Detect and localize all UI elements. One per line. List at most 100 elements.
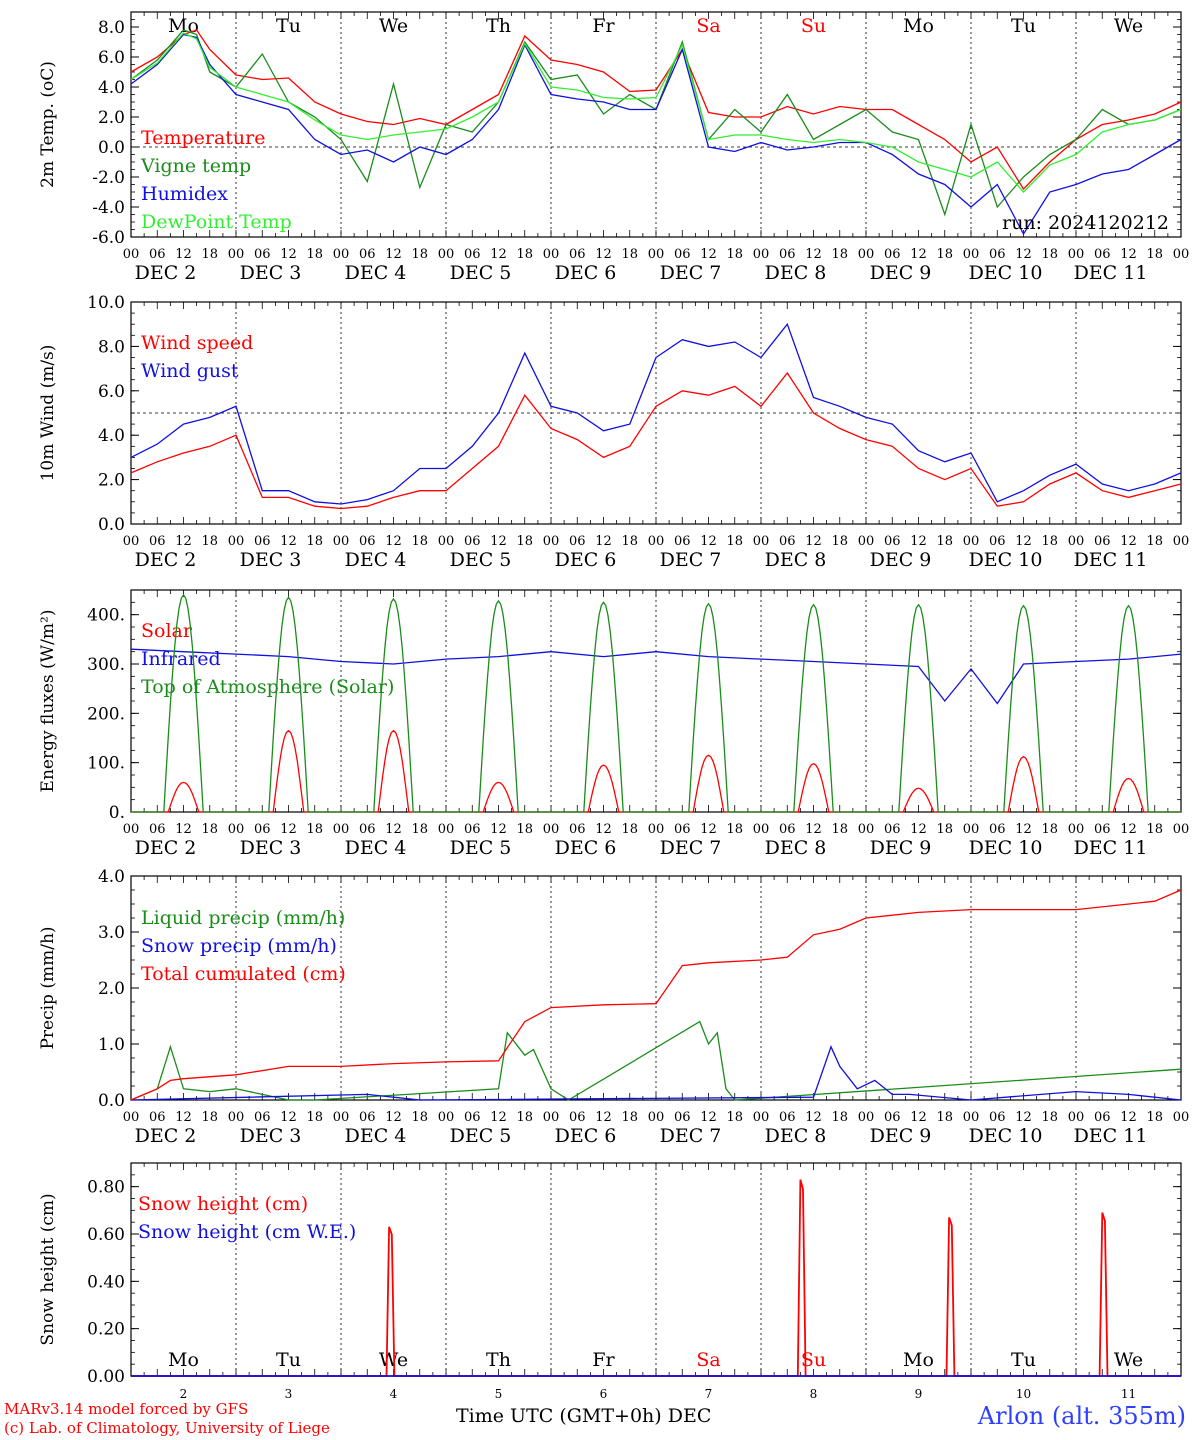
date-label: DEC 6 xyxy=(555,1125,617,1147)
hour-tick-label: 06 xyxy=(569,822,586,837)
hour-tick-label: 18 xyxy=(1041,534,1058,549)
legend-entry: Temperature xyxy=(141,127,265,149)
legend-entry: Top of Atmosphere (Solar) xyxy=(141,676,394,698)
hour-tick-label: 06 xyxy=(149,1110,166,1125)
hour-tick-label: 18 xyxy=(726,534,743,549)
hour-tick-label: 00 xyxy=(1173,822,1190,837)
date-label: DEC 3 xyxy=(240,262,302,284)
y-tick-label: 400. xyxy=(87,606,125,626)
hour-tick-label: 06 xyxy=(989,822,1006,837)
hour-tick-label: 00 xyxy=(858,1110,875,1125)
hour-tick-label: 12 xyxy=(595,247,612,262)
hour-tick-label: 00 xyxy=(648,534,665,549)
hour-tick-label: 00 xyxy=(123,1110,140,1125)
weekday-label: Fr xyxy=(592,1349,615,1371)
y-tick-label: 4.0 xyxy=(98,867,125,887)
hour-tick-label: 06 xyxy=(674,1110,691,1125)
hour-tick-label: 00 xyxy=(228,534,245,549)
hour-tick-label: 18 xyxy=(621,534,638,549)
weekday-label: Th xyxy=(486,1349,511,1371)
date-label: DEC 9 xyxy=(870,837,932,859)
date-label: DEC 8 xyxy=(765,1125,827,1147)
hour-tick-label: 12 xyxy=(595,534,612,549)
hour-tick-label: 06 xyxy=(989,534,1006,549)
hour-tick-label: 12 xyxy=(910,534,927,549)
y-axis-title: 10m Wind (m/s) xyxy=(38,345,58,482)
hour-tick-label: 00 xyxy=(333,534,350,549)
hour-tick-label: 00 xyxy=(1068,822,1085,837)
hour-tick-label: 18 xyxy=(621,1110,638,1125)
weekday-label: Tu xyxy=(276,15,301,37)
hour-tick-label: 00 xyxy=(543,1110,560,1125)
date-label: DEC 3 xyxy=(240,1125,302,1147)
hour-tick-label: 00 xyxy=(753,822,770,837)
date-label: DEC 4 xyxy=(345,549,407,571)
panel-2: 10.0 8.0 6.0 4.0 2.0 0.0 10m Wind (m/s) 00 06 12 1… xyxy=(38,293,1189,571)
hour-tick-label: 12 xyxy=(175,1110,192,1125)
hour-tick-label: 12 xyxy=(1120,822,1137,837)
legend-entry: Total cumulated (cm) xyxy=(141,963,346,985)
series-line-total-cumulated-cm- xyxy=(130,889,1182,1101)
y-tick-label: 4.0 xyxy=(98,426,125,446)
legend-entry: Snow precip (mm/h) xyxy=(141,935,337,957)
weekday-label: Sa xyxy=(696,1349,720,1371)
weekday-label: Su xyxy=(801,1349,826,1371)
hour-tick-label: 00 xyxy=(333,1110,350,1125)
hour-tick-label: 06 xyxy=(884,1110,901,1125)
meteogram: 8.0 6.0 4.0 2.0 0.0 -2.0 -4.0 -6.0 2m Temp. (oC)… xyxy=(38,11,1190,1401)
hour-tick-label: 18 xyxy=(1146,534,1163,549)
hour-tick-label: 06 xyxy=(779,247,796,262)
y-axis-title: Snow height (cm) xyxy=(38,1193,58,1345)
y-tick-label: 2.0 xyxy=(98,108,125,128)
hour-tick-label: 18 xyxy=(306,534,323,549)
hour-tick-label: 00 xyxy=(1068,534,1085,549)
x-axis-title: Time UTC (GMT+0h) DEC xyxy=(456,1405,711,1427)
y-tick-label: 200. xyxy=(87,704,125,724)
hour-tick-label: 18 xyxy=(516,1110,533,1125)
hour-tick-label: 12 xyxy=(1120,247,1137,262)
y-tick-label: 0.0 xyxy=(98,515,125,535)
day-number-label: 4 xyxy=(390,1387,398,1400)
hour-tick-label: 00 xyxy=(1068,247,1085,262)
day-number-label: 7 xyxy=(705,1387,713,1400)
hour-tick-label: 06 xyxy=(674,247,691,262)
date-label: DEC 6 xyxy=(555,262,617,284)
day-number-label: 9 xyxy=(915,1387,923,1400)
hour-tick-label: 18 xyxy=(1041,1110,1058,1125)
hour-tick-label: 12 xyxy=(1015,1110,1032,1125)
hour-tick-label: 06 xyxy=(149,534,166,549)
legend-entry: Vigne temp xyxy=(140,155,251,177)
hour-tick-label: 00 xyxy=(858,822,875,837)
x-axis-label: Time UTC (GMT+0h) xyxy=(456,1405,662,1427)
hour-tick-label: 00 xyxy=(753,1110,770,1125)
series-line-top-of-atmosphere-solar- xyxy=(131,593,1181,813)
hour-tick-label: 18 xyxy=(1146,247,1163,262)
hour-tick-label: 12 xyxy=(805,534,822,549)
hour-tick-label: 18 xyxy=(201,1110,218,1125)
hour-tick-label: 00 xyxy=(858,534,875,549)
hour-tick-label: 00 xyxy=(123,247,140,262)
hour-tick-label: 00 xyxy=(753,247,770,262)
hour-tick-label: 06 xyxy=(359,247,376,262)
series-line-infrared xyxy=(130,648,1182,705)
legend-entry: Wind gust xyxy=(141,360,239,382)
hour-tick-label: 18 xyxy=(936,822,953,837)
date-label: DEC 9 xyxy=(870,549,932,571)
hour-tick-label: 00 xyxy=(1173,1110,1190,1125)
date-label: DEC 2 xyxy=(135,1125,197,1147)
series-line-dewpoint-temp xyxy=(130,32,1182,193)
hour-tick-label: 06 xyxy=(149,247,166,262)
run-label: run: 2024120212 xyxy=(1002,212,1169,234)
hour-tick-label: 06 xyxy=(779,822,796,837)
date-label: DEC 11 xyxy=(1074,1125,1148,1147)
date-label: DEC 11 xyxy=(1074,262,1148,284)
hour-tick-label: 12 xyxy=(385,247,402,262)
hour-tick-label: 18 xyxy=(726,822,743,837)
legend-entry: Infrared xyxy=(141,648,221,670)
hour-tick-label: 00 xyxy=(333,247,350,262)
hour-tick-label: 12 xyxy=(175,534,192,549)
date-label: DEC 7 xyxy=(660,1125,722,1147)
weekday-label: Sa xyxy=(696,15,720,37)
hour-tick-label: 00 xyxy=(543,534,560,549)
